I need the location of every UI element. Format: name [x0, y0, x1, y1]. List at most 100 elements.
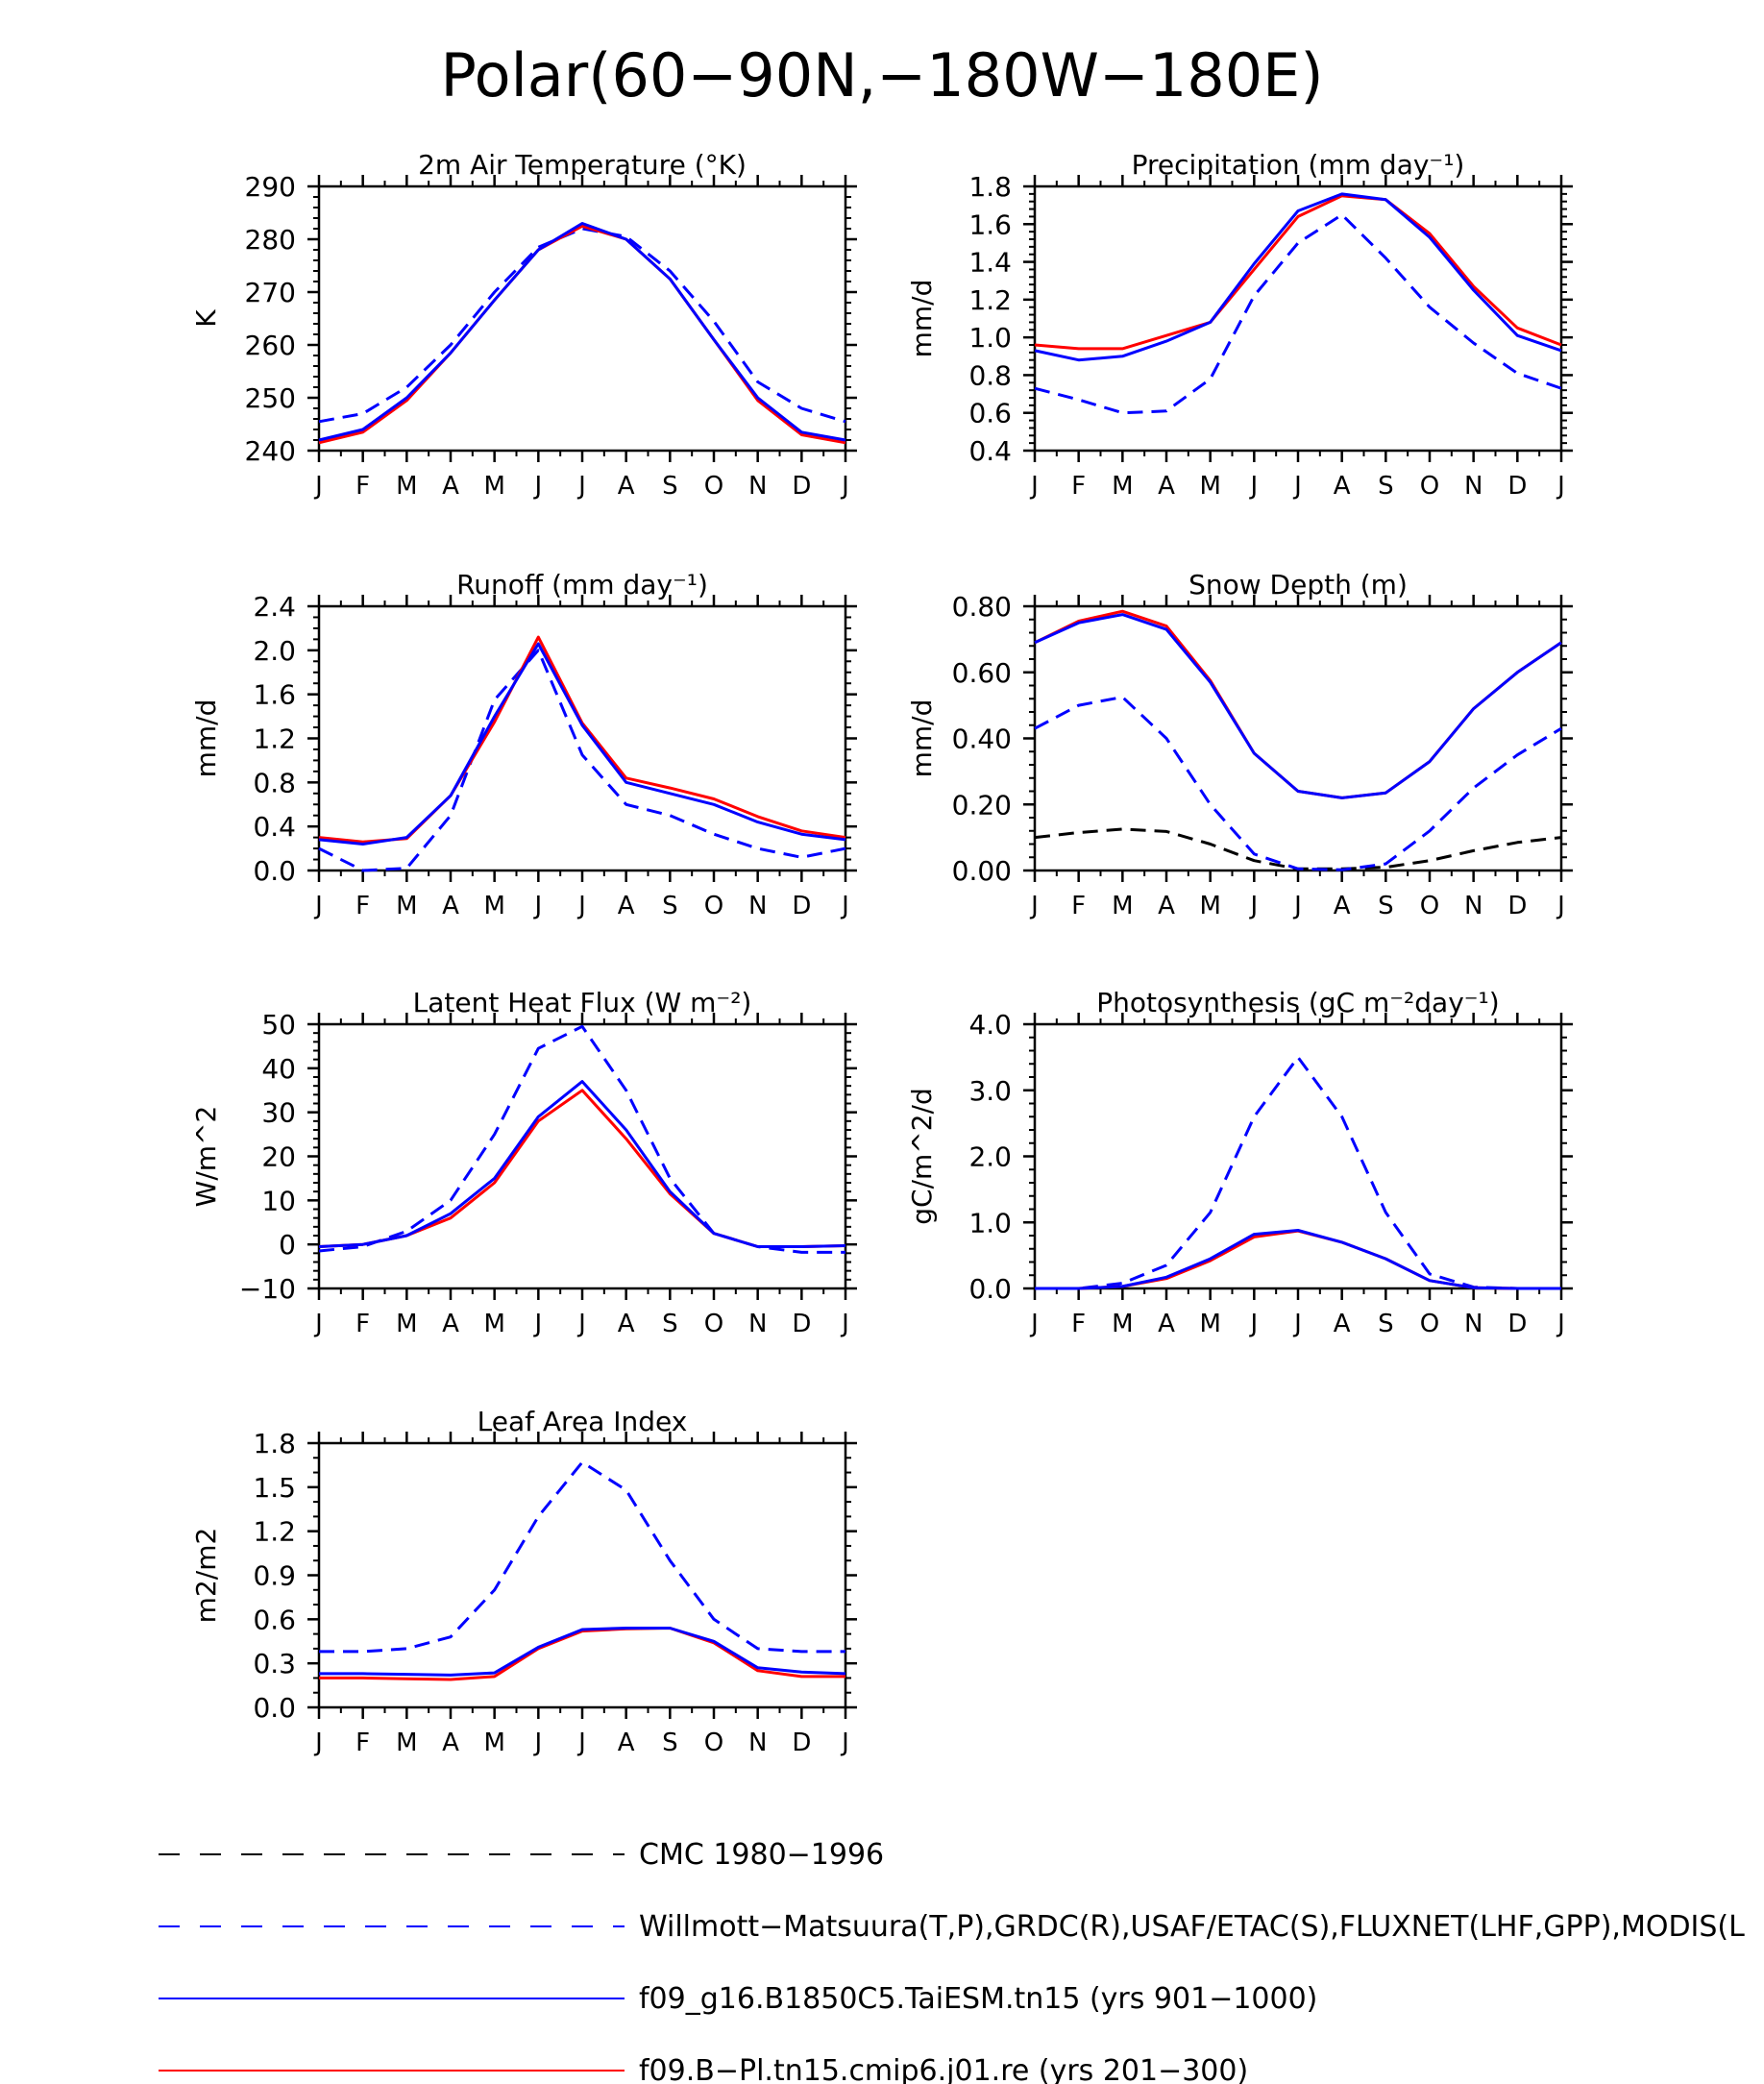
- y-tick-label: 1.2: [253, 723, 296, 755]
- x-tick-label: J: [840, 892, 849, 920]
- x-tick-label: N: [1464, 472, 1482, 501]
- series-line-obs: [1034, 213, 1562, 415]
- x-tick-label: A: [618, 472, 635, 501]
- x-tick-label: J: [1248, 1310, 1258, 1338]
- x-tick-label: J: [1292, 1310, 1302, 1338]
- x-tick-label: M: [1112, 892, 1133, 920]
- x-tick-label: A: [442, 472, 459, 501]
- x-tick-label: N: [1464, 892, 1482, 920]
- y-tick-label: 260: [245, 330, 296, 361]
- x-tick-label: J: [1029, 472, 1039, 501]
- x-tick-label: F: [355, 1310, 370, 1338]
- x-tick-label: M: [396, 1728, 417, 1757]
- x-tick-label: D: [1507, 892, 1527, 920]
- y-tick-label: 0.4: [253, 811, 296, 843]
- y-tick-label: 1.8: [253, 1428, 296, 1459]
- x-tick-label: F: [1071, 1310, 1086, 1338]
- x-tick-label: M: [1199, 892, 1220, 920]
- y-tick-label: −10: [239, 1273, 296, 1305]
- chart-panel-0: 2m Air Temperature (°K)KJ F M A M J J A S O N D J240…: [190, 149, 857, 501]
- y-tick-label: 10: [261, 1185, 296, 1216]
- y-tick-label: 2.4: [253, 591, 296, 623]
- x-tick-label: S: [1378, 892, 1394, 920]
- y-tick-label: 30: [261, 1097, 296, 1129]
- x-tick-label: M: [483, 892, 504, 920]
- x-tick-label: F: [355, 472, 370, 501]
- series-line-taiesm: [319, 1627, 846, 1677]
- x-tick-label: M: [396, 892, 417, 920]
- y-tick-label: 0.8: [253, 767, 296, 798]
- x-tick-label: A: [618, 892, 635, 920]
- chart-panel-2: Runoff (mm day⁻¹)mm/dJ F M A M J J A S O N D J0.00.4…: [190, 569, 857, 920]
- series-line-obs: [318, 227, 846, 424]
- legend-label-cmip6: f09.B−Pl.tn15.cmip6.j01.re (yrs 201−300): [639, 2054, 1248, 2084]
- x-tick-label: J: [1292, 472, 1302, 501]
- x-tick-label: S: [662, 892, 678, 920]
- series-line-cmip6: [318, 224, 846, 445]
- x-tick-label: A: [618, 1310, 635, 1338]
- x-tick-label: J: [576, 472, 586, 501]
- legend-label-obs: Willmott−Matsuura(T,P),GRDC(R),USAF/ETAC…: [639, 1910, 1745, 1944]
- x-tick-label: S: [662, 1310, 678, 1338]
- y-tick-label: 1.0: [968, 322, 1012, 354]
- y-tick-label: 4.0: [968, 1009, 1012, 1041]
- y-axis-label: gC/m^2/d: [906, 1088, 938, 1225]
- series-line-taiesm: [318, 222, 846, 442]
- y-tick-label: 40: [261, 1053, 296, 1085]
- y-tick-label: 1.0: [968, 1207, 1012, 1238]
- x-tick-label: S: [662, 472, 678, 501]
- x-tick-label: A: [442, 1310, 459, 1338]
- y-tick-label: 2.0: [253, 635, 296, 667]
- x-tick-label: A: [1334, 472, 1351, 501]
- y-tick-label: 1.6: [253, 679, 296, 711]
- legend-label-taiesm: f09_g16.B1850C5.TaiESM.tn15 (yrs 901−100…: [639, 1982, 1317, 2016]
- series-line-obs: [1034, 696, 1562, 871]
- x-tick-label: A: [1334, 892, 1351, 920]
- y-tick-label: 0.6: [253, 1604, 296, 1635]
- x-tick-label: F: [1071, 472, 1086, 501]
- x-tick-label: A: [442, 1728, 459, 1757]
- x-tick-label: M: [1199, 1310, 1220, 1338]
- x-tick-label: J: [532, 892, 542, 920]
- x-tick-label: O: [704, 1310, 723, 1338]
- x-tick-label: A: [1158, 1310, 1175, 1338]
- series-line-obs: [318, 649, 846, 872]
- x-tick-label: A: [1158, 892, 1175, 920]
- x-tick-label: S: [662, 1728, 678, 1757]
- y-tick-label: 1.2: [253, 1516, 296, 1548]
- x-tick-label: J: [576, 1310, 586, 1338]
- x-tick-label: M: [1199, 472, 1220, 501]
- x-tick-label: N: [1464, 1310, 1482, 1338]
- x-tick-label: S: [1378, 472, 1394, 501]
- series-line-taiesm: [1035, 1229, 1561, 1290]
- x-tick-label: J: [1029, 892, 1039, 920]
- y-axis-label: mm/d: [190, 699, 222, 778]
- y-tick-label: 0.0: [968, 1273, 1012, 1305]
- series-line-cmip6: [1034, 194, 1562, 351]
- series-line-taiesm: [318, 642, 846, 846]
- y-tick-label: 0.3: [253, 1648, 296, 1679]
- x-tick-label: M: [1112, 1310, 1133, 1338]
- series-line-taiesm: [1034, 192, 1562, 362]
- y-tick-label: 0.20: [952, 789, 1012, 821]
- x-tick-label: F: [1071, 892, 1086, 920]
- series-line-taiesm: [1034, 613, 1562, 799]
- y-tick-label: 0.9: [253, 1560, 296, 1592]
- y-axis-label: mm/d: [906, 699, 938, 778]
- x-tick-label: J: [840, 1728, 849, 1757]
- x-tick-label: J: [576, 892, 586, 920]
- page-title: Polar(60−90N,−180W−180E): [440, 40, 1323, 110]
- x-tick-label: O: [704, 1728, 723, 1757]
- x-tick-label: J: [313, 472, 323, 501]
- x-tick-label: O: [1420, 472, 1439, 501]
- y-axis-label: mm/d: [906, 280, 938, 358]
- y-tick-label: 0.00: [952, 855, 1012, 887]
- x-tick-label: M: [483, 1728, 504, 1757]
- y-tick-label: 0.4: [968, 435, 1012, 467]
- x-tick-label: J: [1248, 892, 1258, 920]
- x-tick-label: J: [1556, 892, 1565, 920]
- x-tick-label: F: [355, 1728, 370, 1757]
- y-tick-label: 0.40: [952, 723, 1012, 755]
- y-axis-label: W/m^2: [190, 1106, 222, 1208]
- x-tick-label: N: [748, 892, 767, 920]
